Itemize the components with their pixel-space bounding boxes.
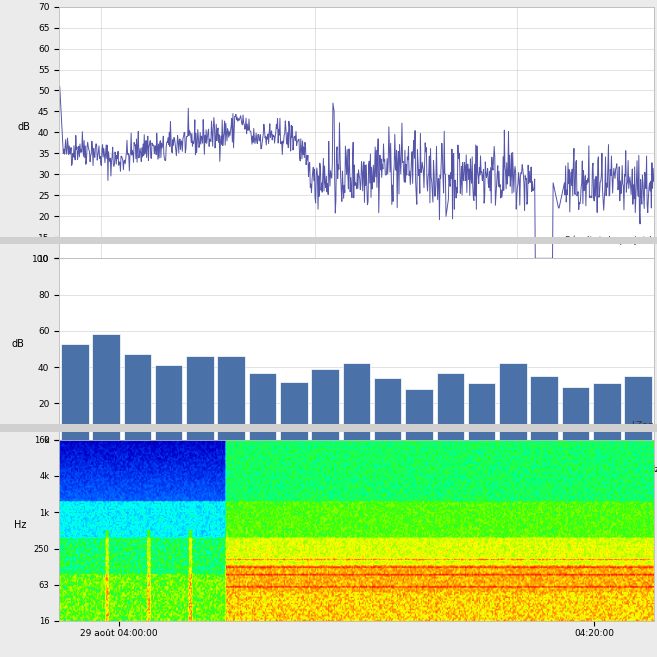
Y-axis label: Hz: Hz [14,520,26,530]
Y-axis label: dB: dB [12,339,25,349]
Bar [374,378,401,440]
Text: Hz: Hz [648,465,657,474]
Bar [92,334,120,440]
Y-axis label: dB: dB [18,122,30,133]
Text: Résultat du projet L: Résultat du projet L [565,236,654,245]
Bar [217,356,245,440]
Bar [405,389,433,440]
Bar [155,365,183,440]
Text: LZeq: LZeq [631,421,654,430]
Bar [562,387,589,440]
Bar [249,373,277,440]
Bar [530,376,558,440]
Bar [343,363,370,440]
Bar [468,384,495,440]
Bar [61,344,89,440]
Bar [311,369,339,440]
Bar [499,363,527,440]
Bar [593,384,621,440]
Bar [624,376,652,440]
Bar [186,356,214,440]
Bar [124,354,151,440]
Bar [280,382,307,440]
Bar [436,373,464,440]
